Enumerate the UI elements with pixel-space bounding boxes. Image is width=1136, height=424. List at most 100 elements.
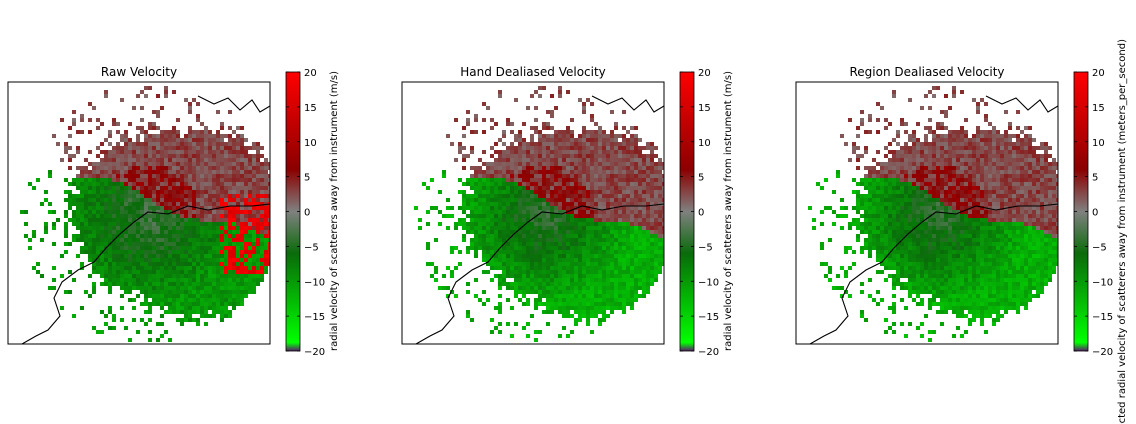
velocity-cell <box>506 206 510 210</box>
velocity-cell <box>168 250 172 254</box>
velocity-cell <box>486 218 490 222</box>
velocity-cell <box>976 142 980 146</box>
velocity-cell <box>72 314 76 318</box>
velocity-cell <box>530 134 534 138</box>
velocity-cell <box>108 286 112 290</box>
velocity-cell <box>598 134 602 138</box>
velocity-cell <box>184 230 188 234</box>
velocity-cell <box>426 262 430 266</box>
velocity-cell <box>80 230 84 234</box>
velocity-cell <box>546 138 550 142</box>
velocity-cell <box>940 166 944 170</box>
velocity-cell <box>136 142 140 146</box>
velocity-cell <box>108 226 112 230</box>
velocity-cell <box>522 274 526 278</box>
velocity-cell <box>128 238 132 242</box>
velocity-cell <box>570 238 574 242</box>
velocity-cell <box>554 254 558 258</box>
velocity-cell <box>450 290 454 294</box>
velocity-cell <box>104 322 108 326</box>
velocity-cell <box>216 190 220 194</box>
velocity-cell <box>618 206 622 210</box>
velocity-cell <box>136 250 140 254</box>
velocity-cell <box>614 282 618 286</box>
velocity-cell <box>650 242 654 246</box>
velocity-cell <box>176 198 180 202</box>
velocity-cell <box>188 218 192 222</box>
velocity-cell <box>160 258 164 262</box>
velocity-cell <box>188 258 192 262</box>
velocity-cell <box>634 226 638 230</box>
velocity-cell <box>554 210 558 214</box>
velocity-cell <box>912 154 916 158</box>
velocity-cell <box>240 238 244 242</box>
velocity-cell <box>646 282 650 286</box>
velocity-cell <box>192 146 196 150</box>
velocity-cell <box>570 210 574 214</box>
velocity-cell <box>594 214 598 218</box>
velocity-cell <box>582 266 586 270</box>
velocity-cell <box>490 146 494 150</box>
velocity-cell <box>542 214 546 218</box>
velocity-cell <box>558 246 562 250</box>
velocity-cell <box>168 218 172 222</box>
velocity-cell <box>136 294 140 298</box>
velocity-cell <box>104 270 108 274</box>
velocity-cell <box>236 174 240 178</box>
velocity-cell <box>486 170 490 174</box>
velocity-cell <box>120 182 124 186</box>
colorbar-tick-label: 10 <box>304 138 317 149</box>
velocity-cell <box>554 262 558 266</box>
velocity-cell <box>542 122 546 126</box>
velocity-cell <box>64 226 68 230</box>
velocity-cell <box>160 278 164 282</box>
velocity-cell <box>622 206 626 210</box>
velocity-cell <box>466 246 470 250</box>
velocity-cell <box>490 162 494 166</box>
velocity-cell <box>252 282 256 286</box>
velocity-cell <box>240 262 244 266</box>
velocity-cell <box>490 174 494 178</box>
velocity-cell <box>224 190 228 194</box>
velocity-cell <box>208 290 212 294</box>
velocity-cell <box>248 282 252 286</box>
velocity-cell <box>518 234 522 238</box>
velocity-cell <box>236 182 240 186</box>
velocity-cell <box>550 150 554 154</box>
velocity-cell <box>228 302 232 306</box>
velocity-cell <box>168 206 172 210</box>
velocity-cell <box>148 234 152 238</box>
velocity-cell <box>164 150 168 154</box>
velocity-cell <box>944 146 948 150</box>
velocity-cell <box>514 286 518 290</box>
velocity-cell <box>160 250 164 254</box>
velocity-cell <box>976 182 980 186</box>
velocity-cell <box>522 166 526 170</box>
velocity-cell <box>260 206 264 210</box>
velocity-cell <box>880 162 884 166</box>
velocity-cell <box>534 262 538 266</box>
velocity-cell <box>236 222 240 226</box>
velocity-cell <box>634 142 638 146</box>
velocity-cell <box>216 178 220 182</box>
velocity-cell <box>988 170 992 174</box>
velocity-cell <box>224 170 228 174</box>
velocity-cell <box>240 218 244 222</box>
colorbar-label: radial velocity of scatterers away from … <box>723 71 734 351</box>
velocity-cell <box>248 222 252 226</box>
velocity-cell <box>128 242 132 246</box>
velocity-cell <box>248 194 252 198</box>
velocity-cell <box>204 138 208 142</box>
velocity-cell <box>514 246 518 250</box>
velocity-cell <box>1020 170 1024 174</box>
velocity-cell <box>574 166 578 170</box>
velocity-cell <box>658 266 662 270</box>
velocity-cell <box>554 130 558 134</box>
velocity-cell <box>152 166 156 170</box>
velocity-cell <box>514 186 518 190</box>
velocity-cell <box>888 122 892 126</box>
velocity-cell <box>220 234 224 238</box>
velocity-cell <box>586 150 590 154</box>
velocity-cell <box>418 218 422 222</box>
velocity-cell <box>64 214 68 218</box>
